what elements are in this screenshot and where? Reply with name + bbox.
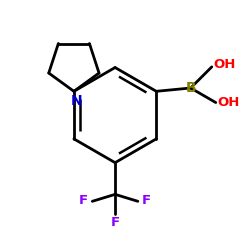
Text: N: N bbox=[71, 94, 82, 108]
Text: OH: OH bbox=[213, 58, 236, 71]
Text: B: B bbox=[185, 81, 196, 95]
Text: F: F bbox=[142, 194, 151, 207]
Text: OH: OH bbox=[218, 96, 240, 109]
Text: F: F bbox=[110, 216, 120, 229]
Text: F: F bbox=[79, 194, 88, 207]
